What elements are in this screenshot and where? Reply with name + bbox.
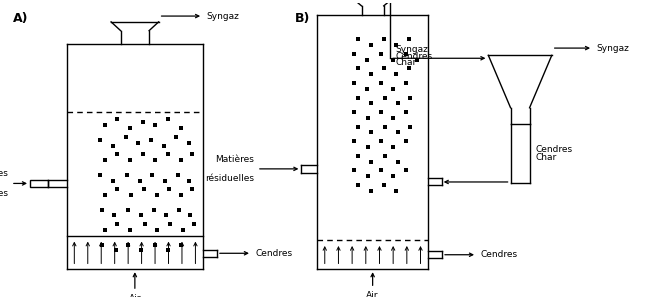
Text: résiduelles: résiduelles <box>0 189 8 198</box>
Text: Syngaz: Syngaz <box>395 45 428 54</box>
Text: Syngaz: Syngaz <box>206 12 239 20</box>
Text: Air: Air <box>366 291 379 297</box>
Text: Cendres: Cendres <box>395 52 432 61</box>
Text: B): B) <box>295 12 311 25</box>
Text: Matières: Matières <box>215 155 254 164</box>
Text: Cendres: Cendres <box>480 250 517 259</box>
Text: Cendres: Cendres <box>536 145 573 154</box>
Text: Cendres: Cendres <box>255 249 292 258</box>
Text: A): A) <box>13 12 28 25</box>
Text: Syngaz: Syngaz <box>596 44 629 53</box>
Text: Char: Char <box>536 154 557 162</box>
Text: résiduelles: résiduelles <box>204 174 254 183</box>
Text: Matières: Matières <box>0 169 8 178</box>
Bar <box>30 180 48 187</box>
Text: Air: Air <box>129 294 141 297</box>
Text: Char: Char <box>395 58 417 67</box>
